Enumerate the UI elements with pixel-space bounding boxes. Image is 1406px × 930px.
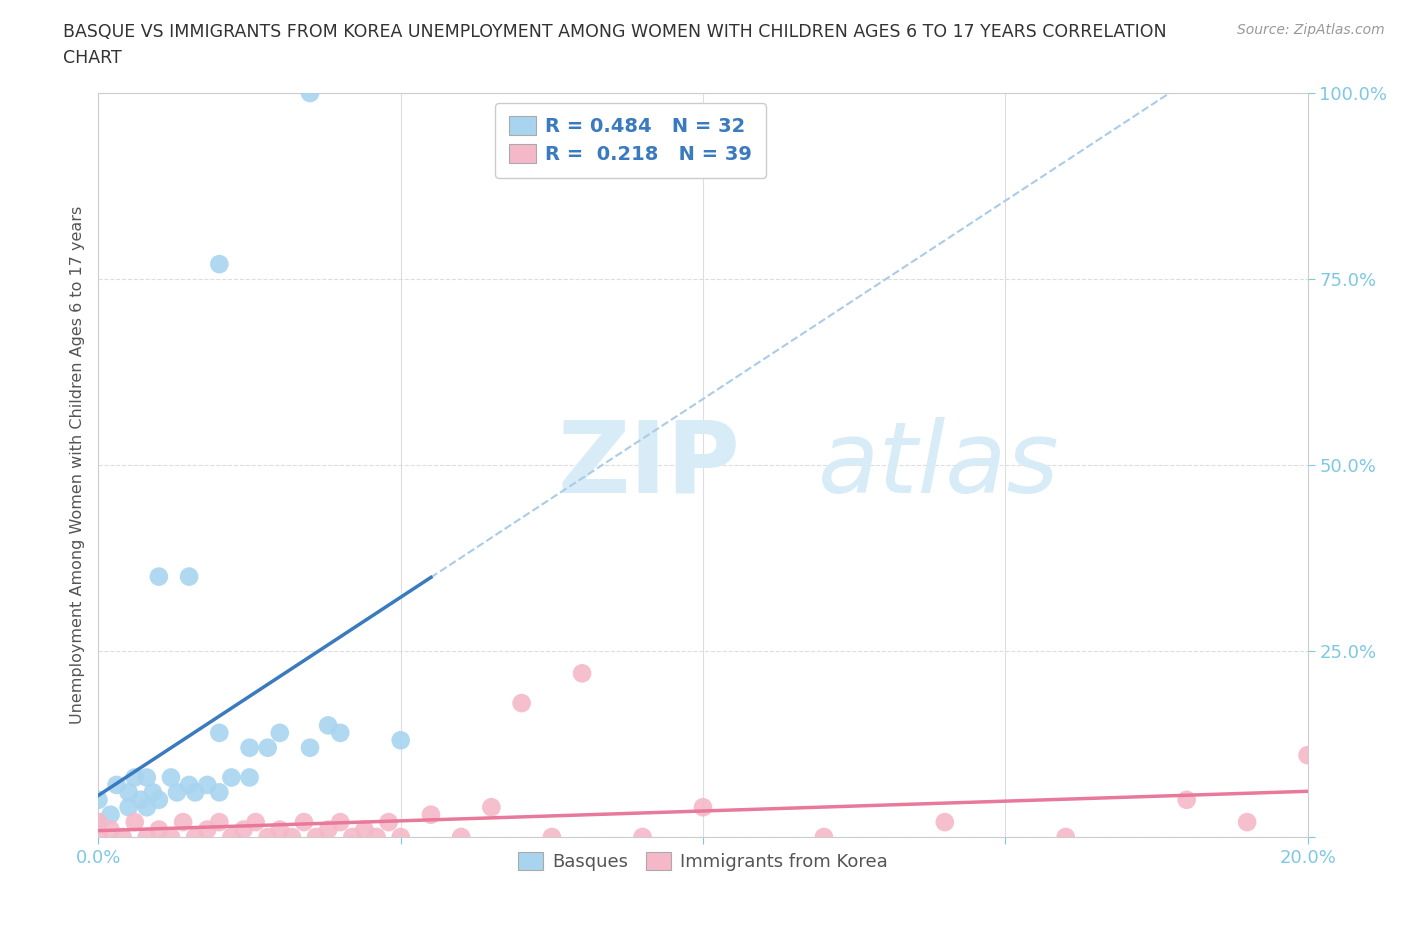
Point — [329, 725, 352, 740]
Point — [129, 792, 152, 807]
Point — [342, 830, 364, 844]
Point — [813, 830, 835, 844]
Point — [160, 770, 183, 785]
Point — [269, 822, 291, 837]
Point — [135, 800, 157, 815]
Point — [124, 770, 146, 785]
Point — [239, 740, 262, 755]
Point — [179, 569, 201, 584]
Point — [118, 800, 141, 815]
Point — [281, 830, 304, 844]
Point — [221, 830, 243, 844]
Point — [184, 830, 207, 844]
Point — [195, 822, 218, 837]
Point — [1236, 815, 1258, 830]
Point — [172, 815, 194, 830]
Point — [510, 696, 533, 711]
Point — [148, 822, 170, 837]
Legend: Basques, Immigrants from Korea: Basques, Immigrants from Korea — [505, 840, 901, 884]
Point — [329, 815, 352, 830]
Point — [934, 815, 956, 830]
Text: atlas: atlas — [818, 417, 1060, 513]
Point — [100, 822, 122, 837]
Point — [179, 777, 201, 792]
Text: Source: ZipAtlas.com: Source: ZipAtlas.com — [1237, 23, 1385, 37]
Point — [299, 86, 322, 100]
Point — [208, 257, 231, 272]
Point — [87, 815, 110, 830]
Point — [239, 770, 262, 785]
Point — [166, 785, 188, 800]
Point — [208, 785, 231, 800]
Point — [87, 792, 110, 807]
Point — [87, 830, 110, 844]
Point — [692, 800, 714, 815]
Point — [316, 822, 339, 837]
Point — [142, 785, 165, 800]
Point — [160, 830, 183, 844]
Text: BASQUE VS IMMIGRANTS FROM KOREA UNEMPLOYMENT AMONG WOMEN WITH CHILDREN AGES 6 TO: BASQUE VS IMMIGRANTS FROM KOREA UNEMPLOY… — [63, 23, 1167, 41]
Point — [208, 815, 231, 830]
Point — [124, 815, 146, 830]
Point — [1296, 748, 1319, 763]
Point — [232, 822, 254, 837]
Text: ZIP: ZIP — [558, 417, 741, 513]
Point — [631, 830, 654, 844]
Y-axis label: Unemployment Among Women with Children Ages 6 to 17 years: Unemployment Among Women with Children A… — [69, 206, 84, 724]
Point — [316, 718, 339, 733]
Point — [148, 792, 170, 807]
Point — [450, 830, 472, 844]
Point — [105, 777, 128, 792]
Point — [195, 777, 218, 792]
Point — [540, 830, 562, 844]
Point — [208, 725, 231, 740]
Text: CHART: CHART — [63, 49, 122, 67]
Point — [100, 807, 122, 822]
Point — [256, 740, 278, 755]
Point — [353, 822, 375, 837]
Point — [299, 740, 322, 755]
Point — [87, 815, 110, 830]
Point — [1054, 830, 1077, 844]
Point — [221, 770, 243, 785]
Point — [256, 830, 278, 844]
Point — [389, 733, 412, 748]
Point — [1175, 792, 1198, 807]
Point — [184, 785, 207, 800]
Point — [245, 815, 267, 830]
Point — [305, 830, 328, 844]
Point — [111, 830, 134, 844]
Point — [269, 725, 291, 740]
Point — [389, 830, 412, 844]
Point — [571, 666, 593, 681]
Point — [292, 815, 315, 830]
Point — [135, 830, 157, 844]
Point — [377, 815, 399, 830]
Point — [148, 569, 170, 584]
Point — [420, 807, 443, 822]
Point — [135, 770, 157, 785]
Point — [366, 830, 388, 844]
Point — [118, 785, 141, 800]
Point — [481, 800, 503, 815]
